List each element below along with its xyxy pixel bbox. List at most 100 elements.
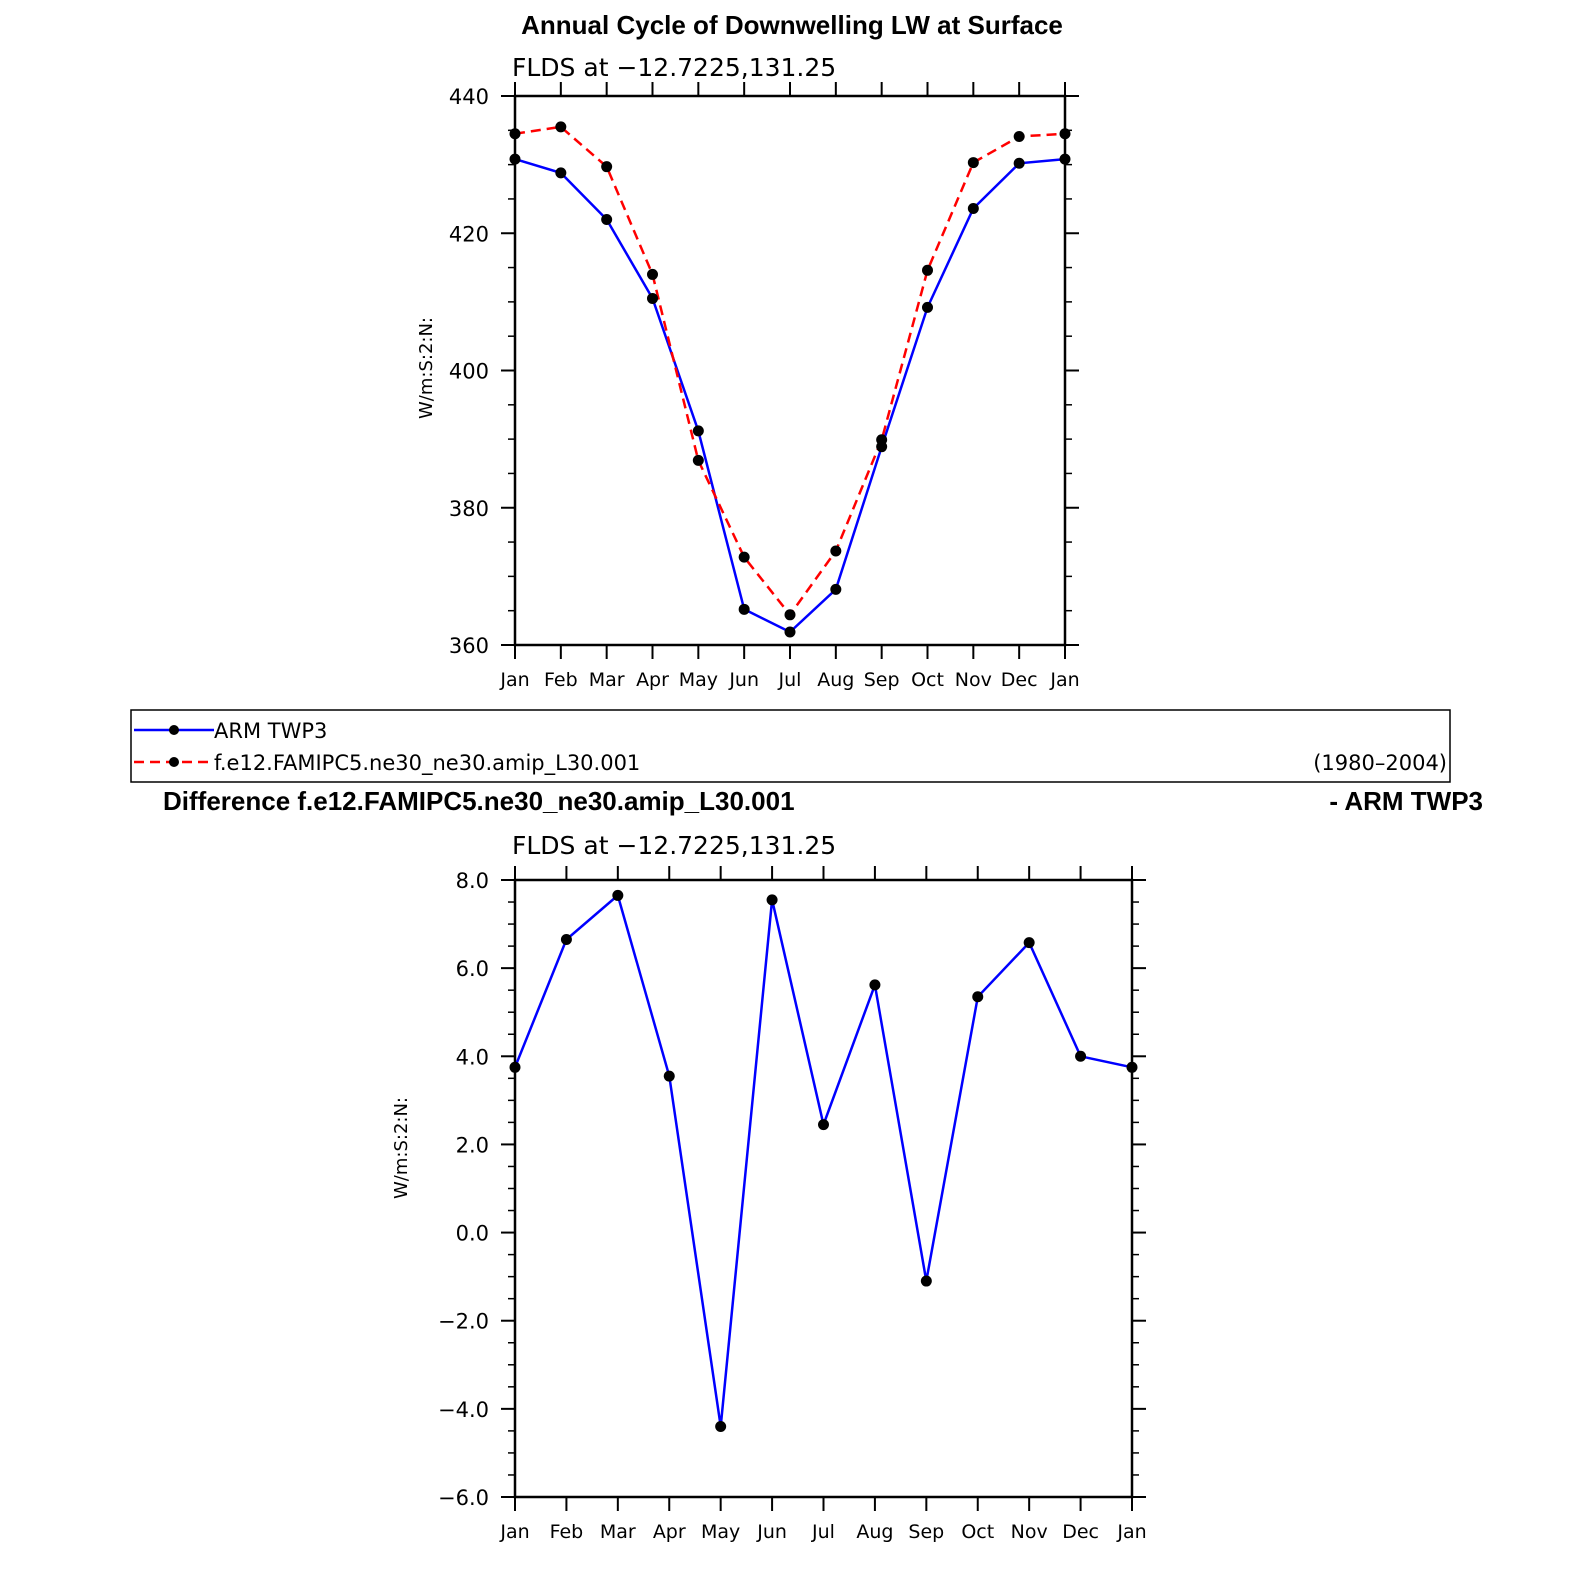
y-tick-label: 440 xyxy=(449,85,489,109)
y-tick-label: 360 xyxy=(449,634,489,658)
x-tick-label: May xyxy=(701,1521,740,1543)
difference-chart: Difference f.e12.FAMIPC5.ne30_ne30.amip_… xyxy=(163,786,1483,1543)
series-0-point xyxy=(869,979,881,991)
series-0-point xyxy=(509,1061,521,1073)
x-tick-label: Nov xyxy=(955,669,992,691)
y-tick-label: 4.0 xyxy=(456,1045,489,1069)
series-1-point xyxy=(738,551,750,563)
x-tick-label: Dec xyxy=(1001,669,1038,691)
series-1-point xyxy=(876,434,888,446)
series-1-point xyxy=(1013,130,1025,142)
y-tick-label: 420 xyxy=(449,222,489,246)
legend-marker-model xyxy=(169,757,179,767)
series-0-point xyxy=(692,425,704,437)
chart1-title: Annual Cycle of Downwelling LW at Surfac… xyxy=(521,10,1063,40)
x-tick-label: Sep xyxy=(908,1521,944,1543)
x-tick-label: Oct xyxy=(961,1521,994,1543)
chart2-subtitle: FLDS at −12.7225,131.25 xyxy=(512,831,836,860)
y-tick-label: −4.0 xyxy=(438,1398,489,1422)
y-tick-label: 400 xyxy=(449,360,489,384)
series-0-point xyxy=(1075,1050,1087,1062)
chart1-ylabel: W/m:S:2:N: xyxy=(416,317,437,419)
chart1-x-tick-labels: Jan Feb Mar Apr May Jun Jul Aug Sep Oct Nov Dec Jan xyxy=(499,669,1079,691)
chart1-plot-frame xyxy=(513,94,1067,647)
chart2-ticks xyxy=(501,866,1146,1511)
series-0-point xyxy=(818,1119,829,1131)
legend-period: (1980–2004) xyxy=(1313,751,1447,775)
series-0-point xyxy=(601,214,613,226)
series-1-point xyxy=(647,268,658,280)
x-tick-label: May xyxy=(679,669,718,691)
series-0-point xyxy=(784,626,796,638)
x-tick-label: Aug xyxy=(856,1521,893,1543)
x-tick-label: Sep xyxy=(864,669,900,691)
y-tick-label: 8.0 xyxy=(456,869,489,893)
series-0-point xyxy=(967,203,979,215)
series-0-point xyxy=(647,292,658,304)
x-tick-label: Apr xyxy=(653,1521,686,1543)
chart1-ticks xyxy=(501,82,1079,659)
y-tick-label: 2.0 xyxy=(456,1133,489,1157)
series-0-point xyxy=(612,889,624,901)
series-1-point xyxy=(830,545,842,557)
chart1-y-tick-labels: 360 380 400 420 440 xyxy=(449,85,489,658)
series-0-point xyxy=(1126,1061,1138,1073)
y-tick-label: 6.0 xyxy=(456,957,489,981)
x-tick-label: Jan xyxy=(499,669,529,691)
series-0-point xyxy=(738,603,750,615)
chart2-x-tick-labels: Jan Feb Mar Apr May Jun Jul Aug Sep Oct Nov Dec Jan xyxy=(499,1521,1146,1543)
chart1-subtitle: FLDS at −12.7225,131.25 xyxy=(512,53,836,82)
series-0-point xyxy=(1013,157,1025,169)
y-tick-label: −6.0 xyxy=(438,1486,489,1510)
series-1-point xyxy=(1059,128,1071,140)
series-0-point xyxy=(766,894,778,906)
x-tick-label: Feb xyxy=(544,669,578,691)
legend: ARM TWP3 f.e12.FAMIPC5.ne30_ne30.amip_L3… xyxy=(130,709,1451,783)
legend-box xyxy=(130,709,1451,783)
x-tick-label: Oct xyxy=(911,669,944,691)
series-line-0 xyxy=(514,157,1066,634)
x-tick-label: Aug xyxy=(817,669,854,691)
x-tick-label: Jul xyxy=(778,669,802,691)
series-line-0 xyxy=(513,893,1133,1427)
series-0-point xyxy=(663,1070,675,1082)
chart2-ylabel: W/m:S:2:N: xyxy=(391,1097,412,1199)
chart2-title-right: - ARM TWP3 xyxy=(1329,786,1483,816)
x-tick-label: Jun xyxy=(728,669,759,691)
x-tick-label: Jul xyxy=(811,1521,835,1543)
series-1-point xyxy=(922,264,933,276)
annual-cycle-chart: Annual Cycle of Downwelling LW at Surfac… xyxy=(416,10,1080,691)
series-0-point xyxy=(555,167,567,179)
x-tick-label: Jan xyxy=(499,1521,529,1543)
series-1-point xyxy=(784,609,796,621)
series-0-point xyxy=(560,933,572,945)
series-0-point xyxy=(830,583,842,595)
x-tick-label: Dec xyxy=(1062,1521,1099,1543)
y-tick-label: −2.0 xyxy=(438,1310,489,1334)
series-1-point xyxy=(601,161,613,173)
x-tick-label: Mar xyxy=(589,669,625,691)
series-0-point xyxy=(1059,153,1071,165)
x-tick-label: Jan xyxy=(1049,669,1079,691)
series-0-point xyxy=(920,1275,932,1287)
series-0-point xyxy=(509,153,521,165)
legend-marker-arm xyxy=(169,725,179,735)
x-tick-label: Jun xyxy=(756,1521,787,1543)
series-0-point xyxy=(715,1420,727,1432)
chart1-series xyxy=(509,121,1071,638)
series-1-point xyxy=(692,454,704,466)
x-tick-label: Mar xyxy=(600,1521,636,1543)
legend-label-model: f.e12.FAMIPC5.ne30_ne30.amip_L30.001 xyxy=(214,751,640,776)
series-0-point xyxy=(1023,937,1035,949)
x-tick-label: Jan xyxy=(1116,1521,1146,1543)
chart2-y-tick-labels: −6.0 −4.0 −2.0 0.0 2.0 4.0 6.0 8.0 xyxy=(438,869,489,1510)
x-tick-label: Apr xyxy=(636,669,669,691)
series-0-point xyxy=(922,301,933,313)
y-tick-label: 380 xyxy=(449,497,489,521)
series-0-point xyxy=(972,991,984,1003)
legend-label-arm: ARM TWP3 xyxy=(214,719,327,743)
chart2-plot-frame xyxy=(513,878,1134,1499)
series-1-point xyxy=(555,121,567,133)
chart2-series xyxy=(509,889,1138,1432)
